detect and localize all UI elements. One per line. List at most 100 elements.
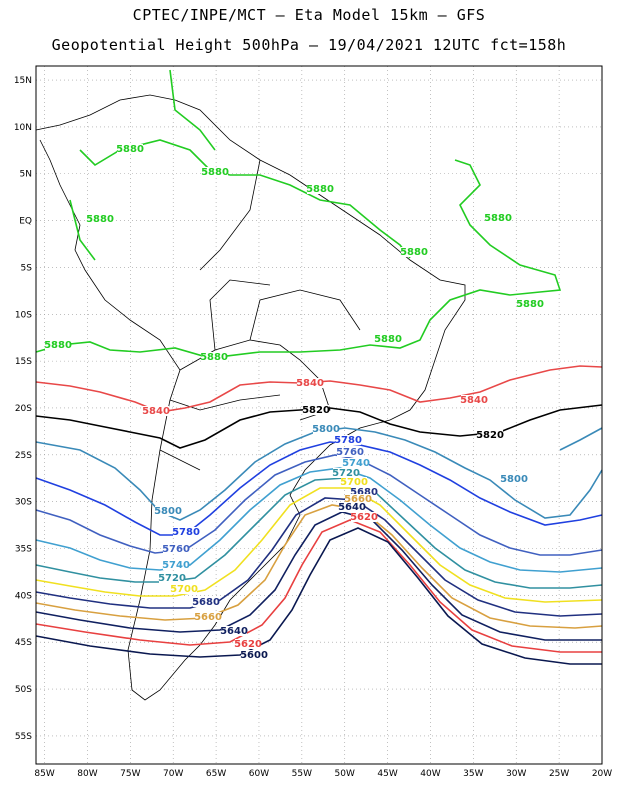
lat-tick-label: 35S <box>15 545 32 555</box>
contour-label-bg <box>477 430 503 440</box>
map-subtitle: Geopotential Height 500hPa – 19/04/2021 … <box>51 36 567 54</box>
contour-label-5880: 5880 <box>306 184 334 195</box>
contour-5780 <box>35 441 603 536</box>
contour-label-bg <box>351 487 377 497</box>
contour-5880 <box>35 69 562 359</box>
contour-label-bg <box>202 167 228 177</box>
contour-label-bg <box>339 502 365 512</box>
contour-label-5800: 5800 <box>154 506 182 517</box>
contour-label-bg <box>195 612 221 622</box>
lon-tick-label: 35W <box>463 769 483 779</box>
contour-5760 <box>35 454 603 556</box>
contour-labels: 5880 5880 5880 5880 5880 5880 5880 5880 5880 5880… <box>44 144 544 661</box>
lat-tick-label: 50S <box>15 685 32 695</box>
lon-tick-label: 60W <box>249 769 269 779</box>
contour-label-bg <box>163 560 189 570</box>
contour-label-bg <box>155 506 181 516</box>
contour-label-5720: 5720 <box>158 573 186 584</box>
contour-label-5600: 5600 <box>240 650 268 661</box>
contour-label-5800: 5800 <box>312 424 340 435</box>
contour-5620 <box>35 519 602 653</box>
contour-label-5700: 5700 <box>170 584 198 595</box>
lat-tick-label: EQ <box>19 217 32 227</box>
contour-label-5880: 5880 <box>116 144 144 155</box>
contour-label-5880: 5880 <box>400 247 428 258</box>
lon-tick-label: 50W <box>335 769 355 779</box>
contour-5600 <box>35 527 602 665</box>
lon-tick-label: 45W <box>377 769 397 779</box>
contour-label-bg <box>485 213 511 223</box>
lon-tick-label: 80W <box>77 769 97 779</box>
lat-tick-label: 25S <box>15 451 32 461</box>
lon-tick-label: 85W <box>34 769 54 779</box>
south-america-coastline <box>35 94 466 701</box>
contour-label-bg <box>341 477 367 487</box>
contour-label-5700: 5700 <box>340 477 368 488</box>
contour-label-5840: 5840 <box>142 406 170 417</box>
lon-tick-label: 40W <box>420 769 440 779</box>
lon-tick-label: 25W <box>549 769 569 779</box>
contour-label-bg <box>337 447 363 457</box>
contour-5680 <box>35 497 603 617</box>
contour-label-5880: 5880 <box>484 213 512 224</box>
contour-label-5820: 5820 <box>302 405 330 416</box>
contour-label-5820: 5820 <box>476 430 504 441</box>
contour-label-bg <box>345 494 371 504</box>
contour-label-bg <box>201 352 227 362</box>
contour-label-bg <box>303 405 329 415</box>
contour-label-bg <box>351 512 377 522</box>
contour-label-bg <box>117 144 143 154</box>
contour-5660 <box>35 504 603 629</box>
contour-label-bg <box>461 395 487 405</box>
lat-tick-label: 55S <box>15 732 32 742</box>
contour-label-bg <box>517 299 543 309</box>
contour-label-5640: 5640 <box>220 626 248 637</box>
lon-tick-label: 55W <box>292 769 312 779</box>
contour-label-5620: 5620 <box>350 512 378 523</box>
contour-label-5880: 5880 <box>86 214 114 225</box>
contour-label-5840: 5840 <box>460 395 488 406</box>
contour-label-bg <box>313 424 339 434</box>
contour-label-bg <box>307 184 333 194</box>
lon-tick-label: 75W <box>120 769 140 779</box>
contour-label-5780: 5780 <box>334 435 362 446</box>
contour-label-bg <box>87 214 113 224</box>
contour-label-bg <box>221 626 247 636</box>
lon-tick-label: 70W <box>163 769 183 779</box>
contour-label-bg <box>333 468 359 478</box>
contour-label-bg <box>335 435 361 445</box>
contour-label-5880: 5880 <box>201 167 229 178</box>
contour-5720 <box>35 477 603 589</box>
contour-label-bg <box>171 584 197 594</box>
lat-tick-label: 5S <box>21 263 33 273</box>
contour-label-5780: 5780 <box>172 527 200 538</box>
longitude-labels: 85W 80W 75W 70W 65W 60W 55W 50W 45W 40W 35W 30W 25W 2… <box>34 769 612 779</box>
contour-label-bg <box>173 527 199 537</box>
lat-tick-label: 5N <box>20 170 32 180</box>
contour-label-5680: 5680 <box>350 487 378 498</box>
contour-label-bg <box>297 378 323 388</box>
contour-label-bg <box>401 247 427 257</box>
map-frame <box>35 65 603 765</box>
contour-label-5760: 5760 <box>162 544 190 555</box>
contour-label-bg <box>193 597 219 607</box>
contour-label-bg <box>163 544 189 554</box>
contour-label-bg <box>235 639 261 649</box>
contour-5740 <box>35 467 603 573</box>
lat-tick-label: 45S <box>15 638 32 648</box>
lat-tick-label: 40S <box>15 591 32 601</box>
contour-label-bg <box>241 650 267 660</box>
contour-label-5880: 5880 <box>516 299 544 310</box>
contour-label-bg <box>143 406 169 416</box>
contour-label-5880: 5880 <box>374 334 402 345</box>
contour-label-5800: 5800 <box>500 474 528 485</box>
contour-5700 <box>35 487 603 603</box>
contour-label-bg <box>45 340 71 350</box>
lat-tick-label: 15S <box>15 357 32 367</box>
contour-label-5740: 5740 <box>162 560 190 571</box>
latitude-labels: 15N 10N 5N EQ 5S 10S 15S 20S 25S 30S 35S 40S 45S 50S 5… <box>14 76 32 742</box>
lon-tick-label: 65W <box>206 769 226 779</box>
contour-label-5640: 5640 <box>338 502 366 513</box>
contour-label-5620: 5620 <box>234 639 262 650</box>
